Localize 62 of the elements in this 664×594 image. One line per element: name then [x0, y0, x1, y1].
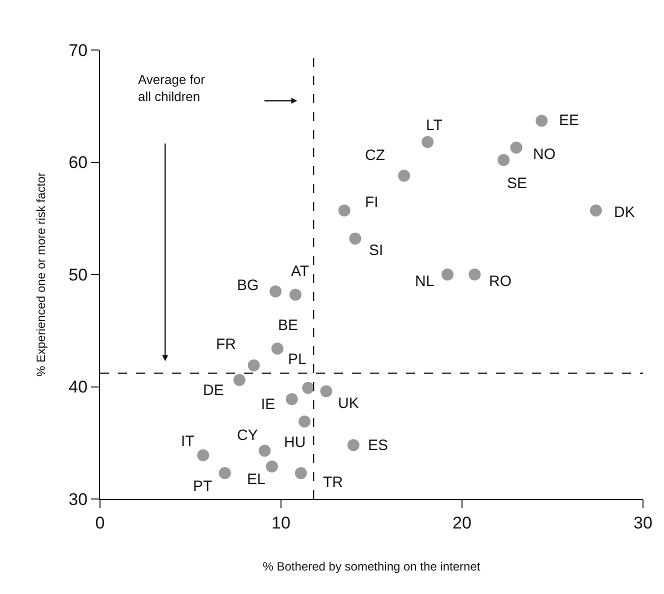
point: [347, 439, 360, 452]
x-tick-label: 10: [272, 513, 290, 532]
annotation: BG: [237, 277, 259, 294]
x-tick-label: 20: [452, 513, 472, 532]
annotation: ES: [368, 437, 388, 454]
point: [286, 393, 298, 406]
x-tick-label: 0: [95, 513, 105, 532]
annotation: EE: [559, 112, 580, 129]
point: [320, 385, 332, 398]
point: [233, 374, 246, 386]
annotation: TR: [323, 474, 344, 491]
y-tick-label: 30: [68, 490, 88, 509]
annotation: CZ: [365, 147, 385, 164]
point: [349, 232, 362, 245]
point: [266, 460, 278, 472]
point: [248, 359, 260, 372]
annotation: HU: [284, 434, 306, 451]
point: [218, 467, 231, 480]
annotation: DE: [203, 382, 224, 399]
annotation: NL: [415, 273, 434, 290]
annotation: BE: [278, 317, 298, 334]
annotation: DK: [614, 204, 635, 221]
annotation: FI: [365, 194, 378, 211]
annotation: RO: [489, 273, 512, 290]
annotation: UK: [338, 395, 359, 412]
annotation: CY: [237, 427, 258, 444]
point: [398, 170, 410, 182]
annotation: AT: [291, 263, 310, 280]
point: [197, 449, 210, 462]
x-tick-label: 30: [634, 513, 652, 532]
point: [510, 142, 522, 154]
annotation: FR: [216, 336, 236, 353]
annotation: PL: [288, 351, 306, 368]
x-axis-title: % Bothered by something on the internet: [262, 559, 481, 574]
annotation: EL: [247, 471, 266, 488]
y-tick-label: 60: [68, 153, 88, 172]
y-tick-label: 50: [68, 265, 88, 284]
point: [258, 444, 271, 457]
annotation: IT: [181, 433, 194, 450]
annotation: SE: [507, 175, 528, 192]
point: [422, 136, 434, 148]
annotation: PT: [193, 478, 212, 495]
annotation: IE: [261, 396, 276, 413]
point: [270, 285, 282, 298]
y-tick-label: 70: [68, 40, 88, 60]
point: [536, 114, 548, 127]
point: [271, 342, 284, 355]
annotation: SI: [369, 242, 384, 259]
y-axis-title: % Experienced one or more risk factor: [34, 172, 48, 377]
annotation: LT: [426, 117, 442, 134]
point: [442, 268, 454, 280]
point: [590, 204, 602, 217]
point: [338, 204, 350, 217]
point: [302, 382, 314, 394]
annotation: Average for all children: [138, 72, 206, 104]
point: [289, 288, 302, 301]
point: [468, 268, 481, 280]
y-tick-label: 40: [68, 378, 88, 397]
point: [298, 416, 311, 428]
annotation: NO: [533, 146, 556, 163]
point: [294, 467, 307, 480]
point: [498, 154, 510, 166]
